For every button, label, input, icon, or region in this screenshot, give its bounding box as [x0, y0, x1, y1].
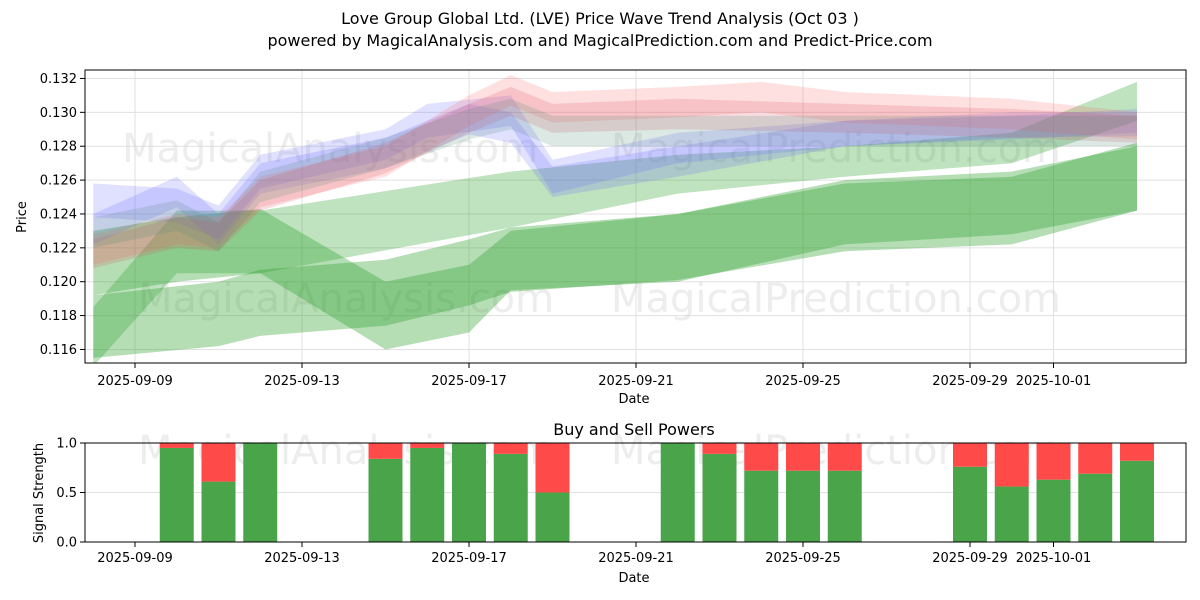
- price-x-tick-label: 2025-09-09: [97, 374, 173, 389]
- buy-bar: [953, 466, 987, 542]
- price-x-axis-label: Date: [618, 392, 649, 407]
- buy-bar: [368, 458, 403, 542]
- price-x-tick-label: 2025-09-17: [431, 374, 507, 389]
- buy-bar: [994, 486, 1029, 542]
- buy-bar: [243, 443, 278, 542]
- buy-sell-x-tick-label: 2025-09-17: [431, 551, 507, 566]
- sell-bar: [368, 443, 403, 459]
- buy-sell-x-tick-label: 2025-09-29: [932, 551, 1008, 566]
- price-y-tick-label: 0.118: [40, 309, 77, 324]
- sell-bar: [994, 443, 1029, 487]
- watermark-top-right: MagicalPrediction.com: [611, 126, 1061, 172]
- price-x-tick-label: 2025-09-25: [765, 374, 841, 389]
- watermark-mid-left: MagicalAnalysis.com: [138, 276, 554, 322]
- price-x-tick-label: 2025-09-21: [598, 374, 674, 389]
- sell-bar: [410, 443, 445, 448]
- watermark-mid-right: MagicalPrediction.com: [611, 276, 1061, 322]
- price-y-tick-label: 0.126: [40, 174, 77, 189]
- price-y-tick-label: 0.132: [40, 72, 77, 87]
- price-x-ticks: 2025-09-09 2025-09-13 2025-09-17 2025-09-21…: [97, 363, 1091, 389]
- price-x-tick-label: 2025-09-29: [932, 374, 1008, 389]
- buy-sell-y-ticks: 0.0 0.5 1.0: [56, 437, 85, 551]
- buy-bar: [1120, 460, 1154, 542]
- watermark-bottom-left: MagicalAnalysis.com: [138, 428, 554, 474]
- buy-sell-bars: [159, 443, 1154, 542]
- price-y-axis-label: Price: [15, 201, 30, 233]
- sell-bar: [744, 443, 779, 471]
- price-y-ticks: 0.116 0.118 0.120 0.122 0.124 0.126 0.128 0.130…: [40, 72, 85, 358]
- buy-sell-x-tick-label: 2025-09-21: [598, 551, 674, 566]
- sell-bar: [702, 443, 737, 454]
- price-y-tick-label: 0.120: [40, 275, 77, 290]
- buy-sell-x-tick-label: 2025-09-13: [264, 551, 340, 566]
- buy-bar: [744, 470, 779, 542]
- buy-bar: [452, 443, 486, 542]
- buy-bar: [535, 492, 570, 542]
- buy-sell-x-tick-label: 2025-09-25: [765, 551, 841, 566]
- buy-sell-y-axis-label: Signal Strength: [32, 443, 47, 543]
- price-bands: [93, 75, 1137, 363]
- sell-bar: [827, 443, 862, 471]
- sell-bar: [786, 443, 820, 471]
- price-y-tick-label: 0.128: [40, 140, 77, 155]
- buy-bar: [493, 453, 528, 542]
- watermark-top-left: MagicalAnalysis.com: [122, 126, 538, 172]
- price-band-green-band-2: [93, 146, 1137, 350]
- buy-sell-y-tick-label: 0.5: [56, 486, 77, 501]
- buy-sell-x-axis-label: Date: [618, 571, 649, 586]
- price-band-green-band-3: [93, 81, 1137, 363]
- buy-bar: [201, 481, 236, 542]
- buy-bar: [1078, 473, 1113, 542]
- price-x-tick-label: 2025-10-01: [1016, 374, 1092, 389]
- buy-bar: [786, 470, 820, 542]
- sell-bar: [201, 443, 236, 482]
- chart-subtitle: powered by MagicalAnalysis.com and Magic…: [267, 31, 933, 50]
- buy-bar: [159, 447, 194, 542]
- sell-bar: [1120, 443, 1154, 461]
- buy-bar: [827, 470, 862, 542]
- buy-sell-title: Buy and Sell Powers: [553, 420, 715, 439]
- sell-bar: [1036, 443, 1071, 480]
- price-band-blue-band-2: [93, 103, 1137, 245]
- price-band-green-band-1: [93, 142, 1137, 358]
- buy-sell-x-tick-label: 2025-10-01: [1016, 551, 1092, 566]
- sell-bar: [159, 443, 194, 448]
- price-y-tick-label: 0.122: [40, 241, 77, 256]
- sell-bar: [953, 443, 987, 467]
- price-x-tick-label: 2025-09-13: [264, 374, 340, 389]
- buy-sell-y-tick-label: 1.0: [56, 437, 77, 452]
- sell-bar: [1078, 443, 1113, 474]
- buy-sell-x-tick-label: 2025-09-09: [97, 551, 173, 566]
- price-y-tick-label: 0.124: [40, 207, 77, 222]
- price-band-blue-band-1: [93, 95, 1137, 240]
- price-band-teal-band: [93, 98, 1137, 252]
- buy-sell-y-tick-label: 0.0: [56, 536, 77, 551]
- price-band-red-band-2: [93, 86, 1137, 269]
- buy-sell-x-ticks: 2025-09-09 2025-09-13 2025-09-17 2025-09-21…: [97, 542, 1091, 566]
- sell-bar: [535, 443, 570, 493]
- price-y-tick-label: 0.130: [40, 106, 77, 121]
- buy-bar: [702, 453, 737, 542]
- buy-bar: [1036, 479, 1071, 542]
- buy-bar: [660, 443, 695, 542]
- sell-bar: [493, 443, 528, 454]
- price-band-red-band-1: [93, 75, 1137, 265]
- price-grid: [85, 70, 1186, 363]
- buy-bar: [410, 447, 445, 542]
- price-y-tick-label: 0.116: [40, 343, 77, 358]
- chart-title: Love Group Global Ltd. (LVE) Price Wave …: [341, 9, 859, 28]
